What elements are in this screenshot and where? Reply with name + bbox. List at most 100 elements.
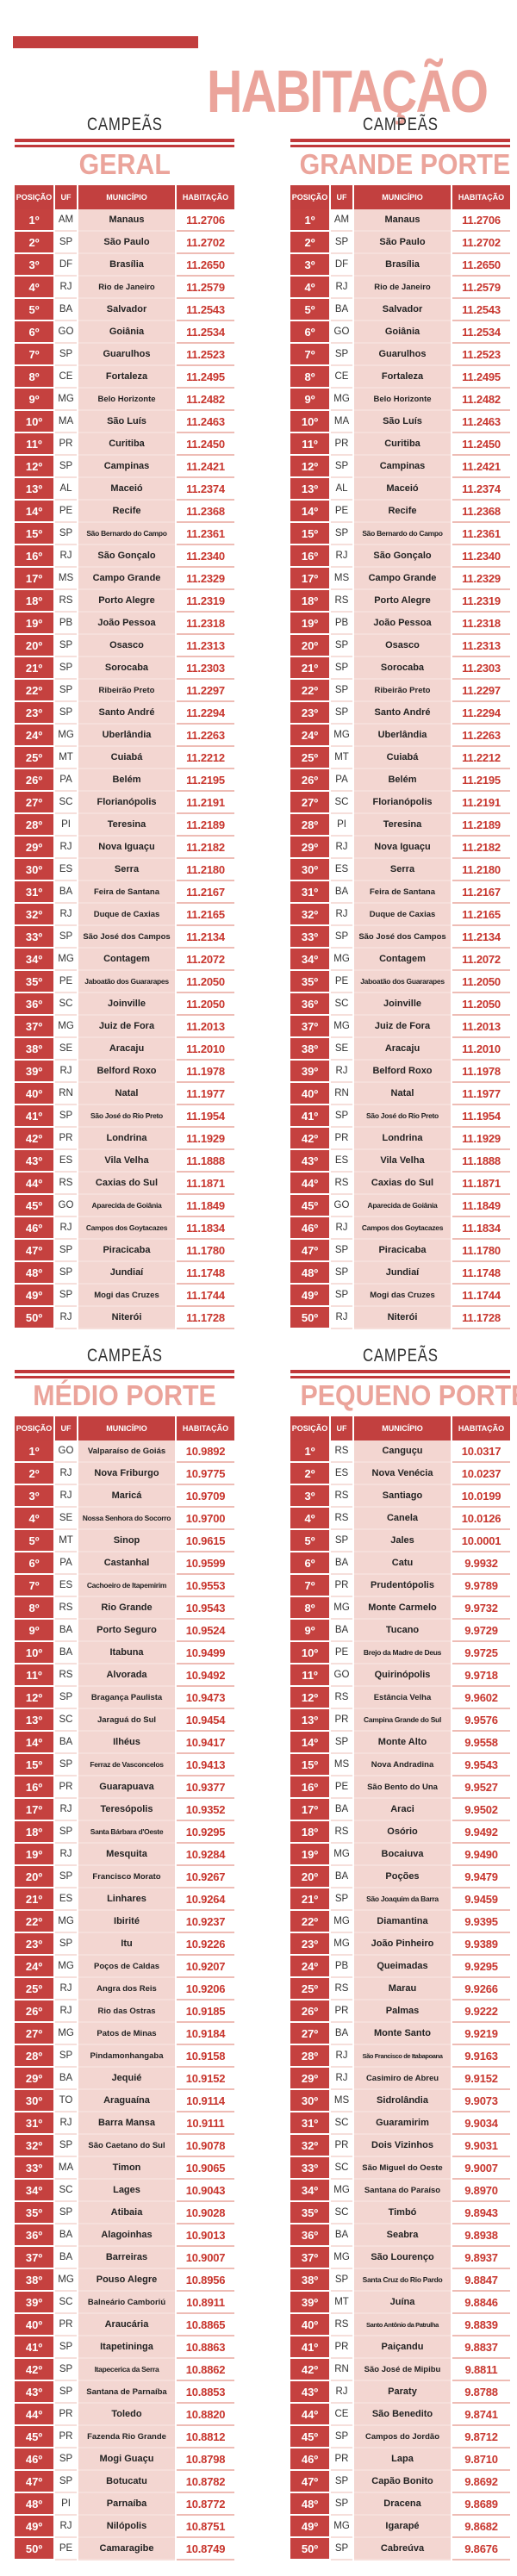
table-row: 19º RJ Mesquita 10.9284 — [15, 1844, 234, 1866]
table-row: 43º ES Vila Velha 11.1888 — [15, 1150, 234, 1173]
cell-uf: RS — [55, 1597, 77, 1620]
cell-posicao: 22º — [15, 680, 53, 702]
cell-posicao: 30º — [290, 859, 329, 881]
cell-uf: RJ — [55, 1485, 77, 1508]
cell-uf: RS — [55, 1664, 77, 1687]
table-row: 18º SP Santa Bárbara d'Oeste 10.9295 — [15, 1821, 234, 1844]
cell-municipio: Goiânia — [354, 321, 451, 344]
cell-uf: PR — [331, 2448, 352, 2471]
cell-uf: RJ — [55, 277, 77, 299]
cell-uf: SP — [55, 680, 77, 702]
cell-posicao: 37º — [290, 1016, 329, 1038]
table-row: 40º RN Natal 11.1977 — [15, 1083, 234, 1105]
cell-habitacao: 11.2482 — [452, 389, 510, 411]
cell-uf: SP — [55, 2336, 77, 2359]
cell-posicao: 43º — [290, 1150, 329, 1173]
table-row: 26º PA Belém 11.2195 — [15, 769, 234, 792]
cell-posicao: 24º — [15, 725, 53, 747]
cell-posicao: 17º — [290, 568, 329, 590]
cell-posicao: 19º — [290, 1844, 329, 1866]
table-row: 39º MT Juína 9.8846 — [290, 2292, 510, 2314]
cell-posicao: 4º — [15, 277, 53, 299]
cell-municipio: Londrina — [354, 1128, 451, 1150]
cell-municipio: Pindamonhangaba — [78, 2045, 175, 2068]
cell-uf: SP — [331, 1888, 352, 1911]
cell-habitacao: 11.2421 — [452, 456, 510, 478]
cell-posicao: 22º — [15, 1911, 53, 1933]
cell-uf: RJ — [331, 2045, 352, 2068]
cell-posicao: 2º — [15, 1463, 53, 1485]
cell-municipio: Capão Bonito — [354, 2471, 451, 2493]
cell-habitacao: 10.8911 — [177, 2292, 234, 2314]
cell-habitacao: 11.1744 — [452, 1285, 510, 1307]
cell-uf: CE — [55, 366, 77, 389]
cell-uf: GO — [331, 321, 352, 344]
cell-posicao: 31º — [290, 2112, 329, 2135]
cell-municipio: Francisco Morato — [78, 1866, 175, 1888]
cell-habitacao: 10.9184 — [177, 2023, 234, 2045]
table-row: 46º RJ Campos dos Goytacazes 11.1834 — [15, 1217, 234, 1240]
cell-habitacao: 11.2361 — [177, 523, 234, 545]
table-row: 19º PB João Pessoa 11.2318 — [290, 613, 510, 635]
cell-municipio: Monte Carmelo — [354, 1597, 451, 1620]
col-uf: UF — [55, 1416, 77, 1440]
table-row: 17º MS Campo Grande 11.2329 — [15, 568, 234, 590]
cell-habitacao: 11.2165 — [452, 904, 510, 926]
cell-municipio: Nova Friburgo — [78, 1463, 175, 1485]
cell-uf: SP — [55, 232, 77, 254]
cell-municipio: Poções — [354, 1866, 451, 1888]
cell-habitacao: 9.9502 — [452, 1799, 510, 1821]
table-title-label: PEQUENO PORTE — [300, 1379, 517, 1411]
cell-uf: SP — [55, 635, 77, 657]
cell-municipio: Porto Alegre — [78, 590, 175, 613]
cell-municipio: Campinas — [78, 456, 175, 478]
cell-habitacao: 9.9527 — [452, 1776, 510, 1799]
cell-municipio: Mesquita — [78, 1844, 175, 1866]
cell-habitacao: 9.9576 — [452, 1709, 510, 1732]
table-row: 34º MG Santana do Paraíso 9.8970 — [290, 2180, 510, 2202]
cell-uf: SP — [55, 2359, 77, 2381]
cell-posicao: 11º — [290, 433, 329, 456]
cell-habitacao: 11.2050 — [177, 993, 234, 1016]
cell-uf: BA — [331, 2224, 352, 2247]
cell-uf: MG — [55, 1016, 77, 1038]
table-row: 42º PR Londrina 11.1929 — [15, 1128, 234, 1150]
cell-habitacao: 11.2294 — [452, 702, 510, 725]
cell-posicao: 30º — [290, 2090, 329, 2112]
table-row: 25º RS Marau 9.9266 — [290, 1978, 510, 2000]
table-row: 25º RJ Angra dos Reis 10.9206 — [15, 1978, 234, 2000]
cell-posicao: 25º — [290, 747, 329, 769]
cell-posicao: 27º — [15, 792, 53, 814]
table-row: 12º SP Campinas 11.2421 — [290, 456, 510, 478]
table-row: 6º PA Castanhal 10.9599 — [15, 1552, 234, 1575]
cell-posicao: 14º — [15, 501, 53, 523]
cell-posicao: 41º — [15, 1105, 53, 1128]
cell-habitacao: 11.2313 — [452, 635, 510, 657]
cell-posicao: 7º — [15, 1575, 53, 1597]
table-row: 5º BA Salvador 11.2543 — [15, 299, 234, 321]
cell-uf: SP — [331, 657, 352, 680]
cell-municipio: Guarulhos — [354, 344, 451, 366]
cell-posicao: 41º — [290, 2336, 329, 2359]
cell-uf: SP — [55, 2045, 77, 2068]
table-row: 14º PE Recife 11.2368 — [15, 501, 234, 523]
cell-municipio: Santiago — [354, 1485, 451, 1508]
table-row: 9º MG Belo Horizonte 11.2482 — [15, 389, 234, 411]
cell-municipio: Salvador — [354, 299, 451, 321]
cell-posicao: 34º — [15, 949, 53, 971]
cell-uf: RJ — [331, 1307, 352, 1329]
cell-habitacao: 10.8798 — [177, 2448, 234, 2471]
table-row: 32º RJ Duque de Caxias 11.2165 — [15, 904, 234, 926]
cell-municipio: Catu — [354, 1552, 451, 1575]
cell-habitacao: 11.2534 — [452, 321, 510, 344]
cell-uf: CE — [331, 366, 352, 389]
cell-municipio: Maricá — [78, 1485, 175, 1508]
table-row: 14º BA Ilhéus 10.9417 — [15, 1732, 234, 1754]
table-row: 28º RJ São Francisco de Itabapoana 9.9163 — [290, 2045, 510, 2068]
cell-posicao: 8º — [290, 1597, 329, 1620]
table-row: 8º RS Rio Grande 10.9543 — [15, 1597, 234, 1620]
cell-uf: MG — [331, 389, 352, 411]
cell-habitacao: 10.9267 — [177, 1866, 234, 1888]
cell-uf: SP — [55, 1687, 77, 1709]
table-row: 1º AM Manaus 11.2706 — [290, 209, 510, 232]
